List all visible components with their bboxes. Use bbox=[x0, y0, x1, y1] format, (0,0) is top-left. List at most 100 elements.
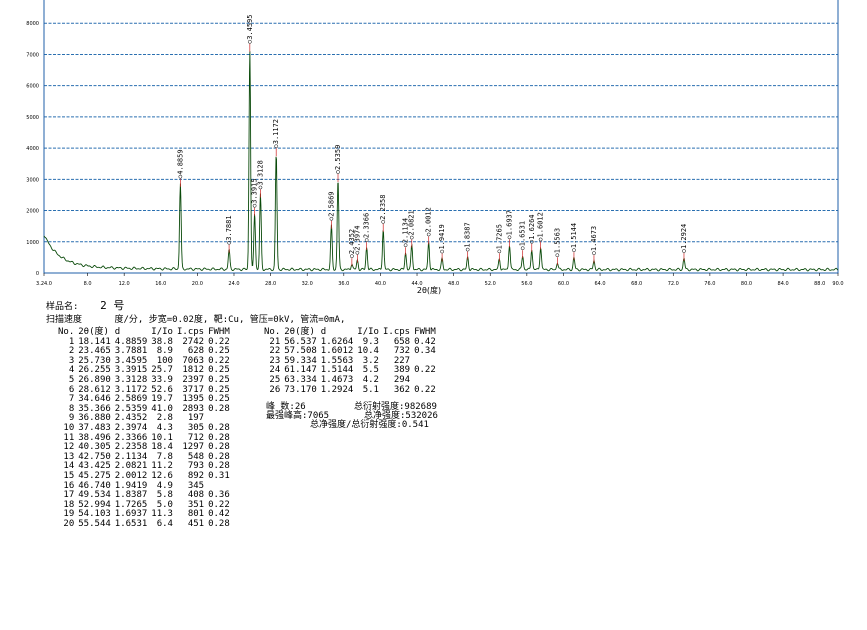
peak-marker-dot bbox=[364, 238, 369, 242]
table-cell: 52.6 bbox=[151, 384, 173, 395]
table-cell: 2 bbox=[68, 346, 75, 357]
table-row: 3 25.730 3.4595 100 7063 0.22 bbox=[58, 355, 234, 367]
x-tick-label: 32.0 bbox=[302, 281, 313, 287]
table-cell: 100 bbox=[156, 355, 173, 366]
peak-label: 1.7265 bbox=[495, 224, 503, 249]
table-cell: 4 bbox=[68, 365, 75, 376]
table-header-cell: 2θ(度) bbox=[78, 327, 109, 337]
table-cell: 408 bbox=[187, 490, 205, 501]
table-cell: 3.3915 bbox=[114, 365, 148, 376]
table-header-cell: FWHM bbox=[414, 327, 436, 337]
table-cell: 16 bbox=[63, 480, 75, 491]
x-tick-label: 76.0 bbox=[704, 281, 715, 287]
x-tick-label: 60.0 bbox=[558, 281, 569, 287]
total-diffraction: 总衍射强度:982689 bbox=[354, 402, 437, 412]
table-cell: 3.3128 bbox=[114, 374, 148, 385]
table-row: 19 54.103 1.6937 11.3 801 0.42 bbox=[58, 510, 234, 520]
table-cell: 2742 bbox=[182, 336, 205, 347]
table-row: 14 43.425 2.0821 11.2 793 0.28 bbox=[58, 462, 234, 472]
table-cell: 20 bbox=[63, 518, 75, 529]
table-cell: 25 bbox=[269, 374, 281, 385]
table-cell: 14 bbox=[63, 461, 75, 472]
table-row: 24 61.147 1.5144 5.5 389 0.22 bbox=[264, 366, 440, 376]
table-cell: 73.170 bbox=[284, 384, 317, 395]
peak-marker-dot bbox=[682, 249, 686, 253]
x-tick-label: 28.0 bbox=[265, 281, 276, 287]
table-cell: 2.5359 bbox=[114, 403, 148, 414]
table-cell: 11 bbox=[63, 432, 75, 443]
peak-label: 3.1172 bbox=[272, 119, 280, 144]
table-cell: 10 bbox=[63, 422, 75, 433]
peak-label: 1.5144 bbox=[570, 223, 578, 248]
table-cell: 12.6 bbox=[151, 470, 173, 481]
table-cell: 40.305 bbox=[78, 442, 111, 453]
table-cell: 4.2 bbox=[362, 374, 379, 385]
table-cell: 12 bbox=[63, 442, 75, 453]
table-header-cell: I.cps bbox=[382, 327, 411, 337]
peak-marker-dot bbox=[227, 240, 231, 245]
table-cell: 7.8 bbox=[156, 451, 173, 462]
table-cell: 1.9419 bbox=[114, 480, 148, 491]
peak-label: 1.6264 bbox=[528, 214, 536, 239]
table-cell: 0.25 bbox=[208, 346, 230, 357]
table-cell: 5 bbox=[68, 374, 75, 385]
table-cell: 10.1 bbox=[151, 432, 173, 443]
table-cell: 0.22 bbox=[208, 336, 230, 347]
y-tick-label: 8000 bbox=[26, 21, 39, 27]
table-cell: 2.3366 bbox=[114, 432, 148, 443]
table-cell: 1.8387 bbox=[114, 490, 148, 501]
table-cell: 26.890 bbox=[78, 374, 111, 385]
sample-value: 2 号 bbox=[100, 299, 125, 312]
table-cell: 56.537 bbox=[284, 336, 317, 347]
x-tick-label: 40.0 bbox=[375, 281, 386, 287]
table-row: 1 18.141 4.8859 38.8 2742 0.22 bbox=[58, 336, 234, 348]
x-tick-label: 56.0 bbox=[521, 281, 532, 287]
peak-label: 2.3366 bbox=[363, 213, 371, 238]
table-cell: 3.4595 bbox=[114, 355, 148, 366]
peak-marker-dot bbox=[507, 235, 512, 240]
peak-marker-dot bbox=[178, 174, 183, 179]
table-row: 7 34.646 2.5869 19.7 1395 0.25 bbox=[58, 395, 234, 405]
y-tick-label: 0 bbox=[36, 271, 39, 277]
table-cell: 1.4673 bbox=[320, 374, 354, 385]
peak-count: 峰 数:26 bbox=[266, 402, 306, 412]
table-cell: 2.0012 bbox=[114, 470, 148, 481]
table-cell: 2893 bbox=[182, 403, 205, 414]
peak-marker-dot bbox=[409, 235, 414, 240]
table-cell: 197 bbox=[187, 413, 205, 424]
sample-label: 样品名: bbox=[46, 302, 79, 312]
table-cell: 8.9 bbox=[156, 346, 173, 357]
total-net-intensity: 总净强度:532026 bbox=[364, 411, 438, 421]
table-cell: 0.25 bbox=[208, 365, 230, 376]
table-header-cell: No. bbox=[58, 327, 75, 337]
peak-marker-dot bbox=[381, 219, 386, 224]
table-cell: 63.334 bbox=[284, 374, 317, 385]
table-cell: 5.1 bbox=[362, 384, 379, 395]
table-cell: 1 bbox=[68, 336, 75, 347]
table-cell: 23 bbox=[269, 355, 281, 366]
peak-label: 2.1134 bbox=[402, 218, 410, 243]
table-cell: 18 bbox=[63, 499, 75, 510]
peak-marker-dot bbox=[497, 249, 502, 254]
peak-label: 1.6012 bbox=[537, 212, 545, 237]
table-row: 6 28.612 3.1172 52.6 3717 0.25 bbox=[58, 384, 234, 396]
table-cell: 0.25 bbox=[208, 384, 230, 395]
table-cell: 0.28 bbox=[208, 403, 230, 414]
table-cell: 1.2924 bbox=[320, 384, 354, 395]
table-cell: 451 bbox=[187, 518, 205, 529]
table-header-row: No. 2θ(度) d I/Io I.cps FWHM bbox=[58, 327, 234, 338]
plot-frame bbox=[43, 0, 839, 274]
y-tick-label: 7000 bbox=[26, 52, 39, 58]
peak-marker-dot bbox=[465, 247, 470, 252]
table-row: 18 52.994 1.7265 5.0 351 0.22 bbox=[58, 499, 234, 511]
peak-marker-dot bbox=[520, 246, 525, 251]
peak-label: 2.5869 bbox=[327, 191, 335, 216]
table-cell: 38.496 bbox=[78, 432, 111, 443]
table-cell: 26 bbox=[269, 384, 281, 395]
table-cell: 2.3974 bbox=[114, 422, 148, 433]
scan-params: 扫描速度 度/分, 步宽=0.02度, 靶:Cu, 管压=0kV, 管流=0mA… bbox=[46, 315, 346, 325]
x-tick-label: 48.0 bbox=[448, 281, 459, 287]
table-cell: 2.5869 bbox=[114, 394, 148, 405]
table-cell: 49.534 bbox=[78, 490, 111, 501]
table-cell: 15 bbox=[63, 470, 75, 481]
